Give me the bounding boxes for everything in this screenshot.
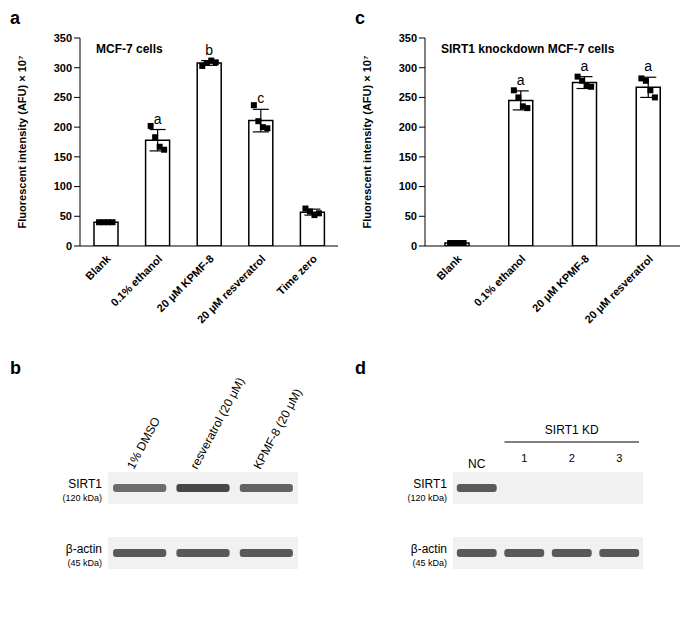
svg-text:a: a: [517, 72, 525, 88]
svg-text:β-actin: β-actin: [411, 542, 447, 556]
svg-text:0.1% ethanol: 0.1% ethanol: [108, 252, 164, 308]
svg-text:a: a: [581, 58, 589, 74]
svg-text:KPMF-8 (20 μM): KPMF-8 (20 μM): [251, 386, 305, 471]
html-text:c: c: [355, 8, 365, 28]
svg-text:Time zero: Time zero: [274, 252, 319, 297]
svg-text:a: a: [644, 58, 652, 74]
html-text:SIRT1 knockdown MCF-7 cells: SIRT1 knockdown MCF-7 cells: [441, 42, 615, 56]
svg-text:20 μM resveratrol: 20 μM resveratrol: [195, 252, 268, 325]
svg-text:3: 3: [616, 452, 622, 464]
svg-text:1% DMSO: 1% DMSO: [124, 415, 163, 472]
svg-text:Blank: Blank: [434, 252, 464, 282]
svg-text:0: 0: [411, 240, 417, 252]
svg-text:(45 kDa): (45 kDa): [412, 558, 447, 568]
svg-text:350: 350: [399, 32, 417, 44]
svg-text:Fluorescent intensity (AFU) ×: Fluorescent intensity (AFU) × 10⁷: [16, 55, 28, 228]
svg-text:300: 300: [54, 62, 72, 74]
svg-text:0: 0: [66, 240, 72, 252]
svg-text:b: b: [205, 42, 213, 58]
svg-text:SIRT1: SIRT1: [413, 477, 447, 491]
svg-text:NC: NC: [468, 457, 486, 471]
svg-text:(120 kDa): (120 kDa): [407, 493, 447, 503]
html-text:b: b: [10, 358, 21, 378]
svg-text:200: 200: [54, 121, 72, 133]
svg-text:300: 300: [399, 62, 417, 74]
svg-text:SIRT1 KD: SIRT1 KD: [545, 423, 599, 437]
svg-text:(45 kDa): (45 kDa): [67, 558, 102, 568]
svg-text:250: 250: [399, 91, 417, 103]
html-text:d: d: [355, 358, 366, 378]
svg-text:50: 50: [405, 210, 417, 222]
svg-text:350: 350: [54, 32, 72, 44]
svg-text:resveratrol (20 μM): resveratrol (20 μM): [187, 375, 247, 471]
svg-text:50: 50: [60, 210, 72, 222]
svg-text:SIRT1: SIRT1: [68, 477, 102, 491]
svg-text:(120 kDa): (120 kDa): [62, 493, 102, 503]
svg-text:150: 150: [399, 151, 417, 163]
svg-text:20 μM KPMF-8: 20 μM KPMF-8: [530, 252, 592, 314]
svg-text:150: 150: [54, 151, 72, 163]
svg-text:a: a: [154, 111, 162, 127]
svg-text:100: 100: [399, 180, 417, 192]
svg-text:250: 250: [54, 91, 72, 103]
svg-text:100: 100: [54, 180, 72, 192]
html-text:a: a: [10, 8, 20, 28]
svg-text:0.1% ethanol: 0.1% ethanol: [472, 252, 528, 308]
svg-text:20 μM resveratrol: 20 μM resveratrol: [582, 252, 655, 325]
svg-text:2: 2: [569, 452, 575, 464]
svg-text:20 μM KPMF-8: 20 μM KPMF-8: [154, 252, 216, 315]
svg-text:200: 200: [399, 121, 417, 133]
svg-text:Blank: Blank: [83, 252, 113, 282]
svg-text:Fluorescent intensity (AFU) ×: Fluorescent intensity (AFU) × 10⁷: [361, 55, 373, 228]
html-text:MCF-7 cells: MCF-7 cells: [96, 42, 163, 56]
svg-text:β-actin: β-actin: [66, 542, 102, 556]
svg-text:1: 1: [521, 452, 527, 464]
svg-text:c: c: [257, 90, 264, 106]
